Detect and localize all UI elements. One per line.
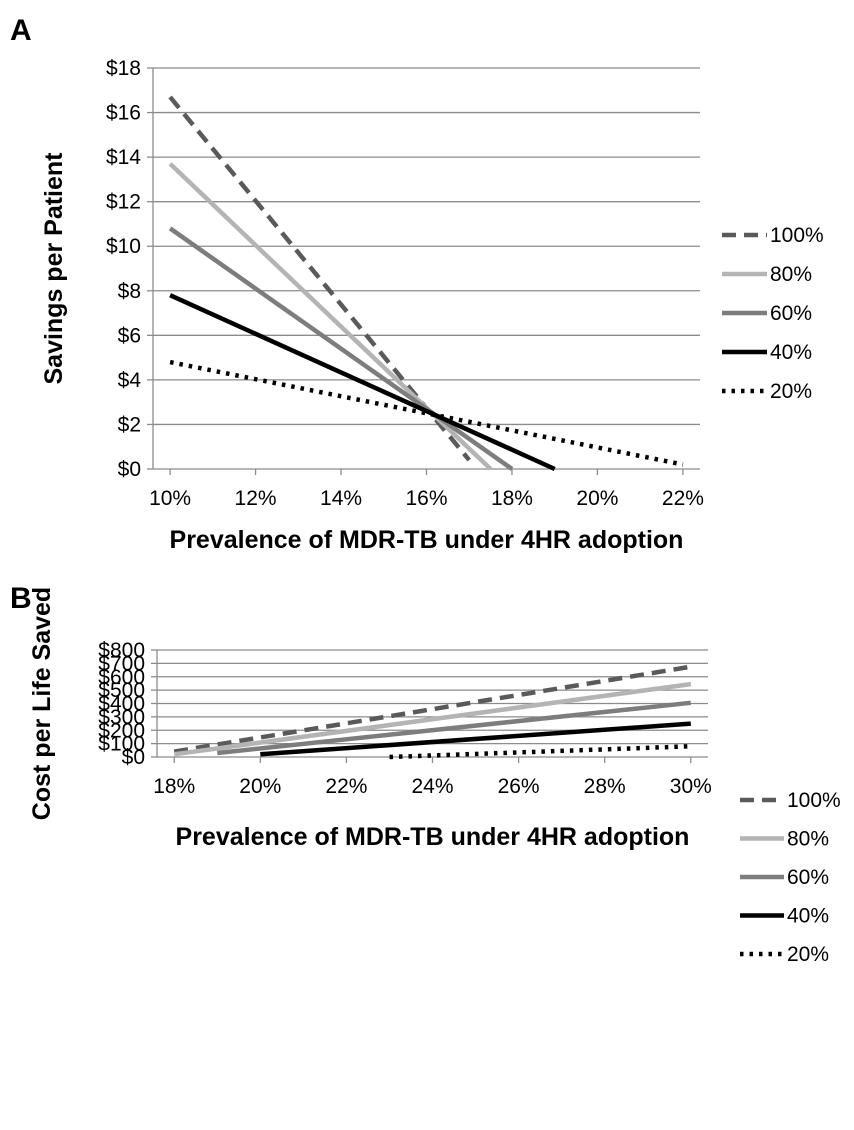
- legend-label: 40%: [770, 341, 812, 364]
- y-tick-label: $600: [98, 666, 145, 689]
- x-tick-label: 18%: [491, 487, 533, 510]
- x-tick-label: 18%: [153, 775, 195, 798]
- y-tick-label: $400: [98, 693, 145, 716]
- x-tick-label: 16%: [405, 487, 447, 510]
- y-tick-label: $0: [122, 746, 145, 769]
- series-line-100pct: [168, 95, 471, 462]
- series-line-80pct: [173, 681, 692, 757]
- legend-label: 20%: [787, 943, 829, 966]
- series-line-20pct: [169, 359, 684, 467]
- x-axis-title: Prevalence of MDR-TB under 4HR adoption: [176, 823, 690, 851]
- y-tick-label: $800: [98, 639, 145, 662]
- series-line-40pct: [169, 293, 556, 472]
- y-tick-label: $4: [118, 369, 142, 392]
- series-line-60pct: [217, 700, 692, 756]
- y-tick-label: $0: [118, 458, 141, 481]
- x-tick-label: 14%: [320, 487, 362, 510]
- legend-label: 60%: [770, 302, 812, 325]
- chart-panel-a: A $0 $2 $4 $6 $8 $10 $12 $14 $16 $18 10% 12% 14% 16% 18…: [10, 14, 824, 554]
- x-axis-title: Prevalence of MDR-TB under 4HR adoption: [170, 526, 684, 554]
- y-axis-title: Savings per Patient: [40, 152, 68, 385]
- x-tick-label: 22%: [662, 487, 704, 510]
- x-tick-label: 10%: [149, 487, 191, 510]
- y-tick-label: $200: [98, 719, 145, 742]
- series-line-20pct: [389, 744, 691, 760]
- x-tick-label: 28%: [584, 775, 626, 798]
- series-line-60pct: [168, 226, 514, 471]
- legend-label: 80%: [787, 828, 829, 851]
- x-tick-label: 26%: [498, 775, 540, 798]
- legend-label: 60%: [787, 866, 829, 889]
- y-tick-label: $2: [118, 413, 141, 436]
- y-tick-label: $8: [118, 280, 141, 303]
- legend-label: 40%: [787, 905, 829, 928]
- y-tick-label: $6: [118, 324, 141, 347]
- y-axis-title: Cost per Life Saved: [28, 587, 56, 820]
- y-tick-label: $18: [106, 57, 141, 80]
- x-tick-label: 20%: [576, 487, 618, 510]
- legend-label: 20%: [770, 380, 812, 403]
- y-tick-label: $300: [98, 706, 145, 729]
- legend-label: 80%: [770, 263, 812, 286]
- x-tick-label: 20%: [239, 775, 281, 798]
- panel-label-a: A: [10, 14, 32, 47]
- x-tick-label: 30%: [670, 775, 712, 798]
- x-tick-label: 12%: [235, 487, 277, 510]
- series-line-40pct: [260, 721, 691, 757]
- y-tick-label: $16: [106, 102, 141, 125]
- y-tick-label: $700: [98, 652, 145, 675]
- legend-label: 100%: [770, 224, 824, 247]
- y-tick-label: $14: [106, 146, 141, 169]
- y-tick-label: $500: [98, 679, 145, 702]
- panel-label-b: B: [10, 582, 32, 615]
- chart-panel-b: B $0$100$200$300$400$500$600$700$800 18% 20…: [10, 582, 841, 966]
- x-tick-label: 22%: [325, 775, 367, 798]
- y-tick-label: $100: [98, 733, 145, 756]
- legend-label: 100%: [787, 789, 841, 812]
- x-tick-label: 24%: [411, 775, 453, 798]
- y-tick-label: $10: [106, 235, 141, 258]
- y-tick-label: $12: [106, 191, 141, 214]
